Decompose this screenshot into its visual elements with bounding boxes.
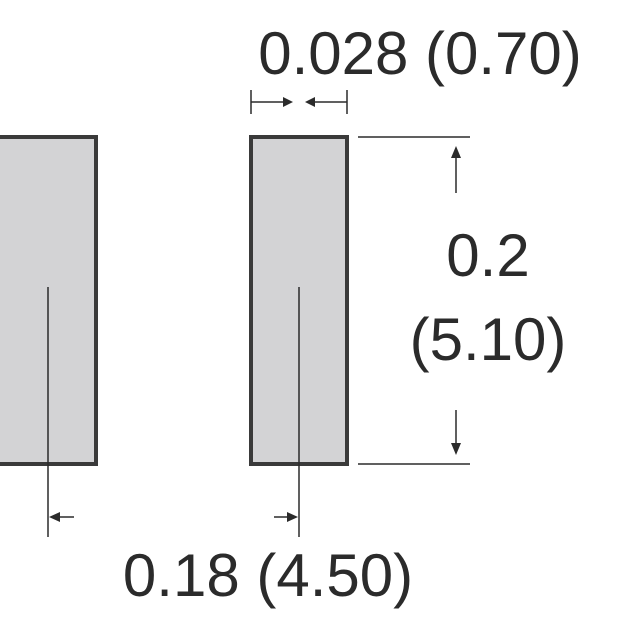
pitch-dimension [49,512,298,522]
pad-length-inch-label: 0.2 [446,222,529,289]
length-dimension [358,136,470,465]
pitch-label: 0.18 (4.50) [123,542,413,609]
pad-width-label: 0.028 (0.70) [258,20,582,87]
width-dimension [250,90,348,114]
pad-length-mm-label: (5.10) [410,306,567,373]
